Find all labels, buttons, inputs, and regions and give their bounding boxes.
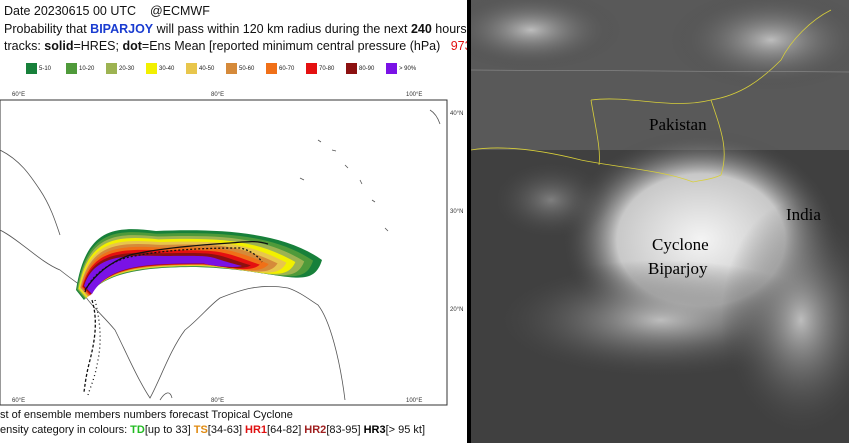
lon-label: 80°E <box>211 398 224 404</box>
legend-swatch <box>266 63 277 74</box>
legend-label: 60-70 <box>279 65 295 72</box>
text: will pass within 120 km radius during th… <box>156 22 408 36</box>
legend-swatch <box>346 63 357 74</box>
legend-item: > 90% <box>386 63 426 74</box>
legend-label: 70-80 <box>319 65 335 72</box>
legend-item: 40-50 <box>186 63 226 74</box>
country-label: Pakistan <box>649 115 707 134</box>
footer-segment: [up to 33] <box>144 424 191 436</box>
legend-item: 10-20 <box>66 63 106 74</box>
legend-label: 20-30 <box>119 65 135 72</box>
footer-segment: ensity category in colours: <box>0 424 128 436</box>
legend-swatch <box>306 63 317 74</box>
text: =Ens Mean [reported minimum central pres… <box>141 39 441 53</box>
legend: 5-10 10-20 20-30 30-40 40-50 50-60 60-70 70-80 8… <box>26 63 426 74</box>
legend-swatch <box>26 63 37 74</box>
swath-layer <box>84 255 242 294</box>
cyclone-label: Cyclone <box>652 235 709 254</box>
legend-label: 40-50 <box>199 65 215 72</box>
text: Probability that <box>4 22 87 36</box>
legend-swatch <box>106 63 117 74</box>
footer-line: ensity category in colours: TD[up to 33] T… <box>0 424 425 436</box>
legend-item: 20-30 <box>106 63 146 74</box>
cyclone-label: Biparjoy <box>648 259 708 278</box>
satellite-image <box>471 0 849 443</box>
map: 60°E 80°E 100°E 60°E 80°E 100°E 40°N 30°… <box>0 92 463 406</box>
pressure: 973 <box>450 39 467 53</box>
lon-label: 60°E <box>12 92 25 98</box>
footer-segment: TD <box>130 424 145 436</box>
lon-label: 60°E <box>12 398 25 404</box>
legend-label: 5-10 <box>39 65 52 72</box>
lon-label: 100°E <box>406 92 422 98</box>
lat-label: 20°N <box>450 307 463 313</box>
lon-label: 100°E <box>406 398 422 404</box>
text: tracks: <box>4 39 41 53</box>
footer-segment: HR2 <box>304 424 327 436</box>
legend-item: 60-70 <box>266 63 306 74</box>
legend-swatch <box>226 63 237 74</box>
legend-label: > 90% <box>399 65 417 72</box>
text: solid <box>44 39 74 53</box>
header-line: Date 20230615 00 UTC @ECMWF <box>4 4 210 18</box>
satellite-panel: Pakistan India Cyclone Biparjoy <box>471 0 849 443</box>
legend-label: 30-40 <box>159 65 175 72</box>
legend-item: 5-10 <box>26 63 66 74</box>
country-label: India <box>786 205 821 224</box>
footer-segment: HR3 <box>363 424 386 436</box>
text: dot <box>122 39 142 53</box>
axis-labels: 60°E 80°E 100°E 60°E 80°E 100°E 40°N 30°… <box>12 92 463 404</box>
footer-segment: TS <box>193 424 208 436</box>
footer-line: st of ensemble members numbers forecast … <box>0 409 293 421</box>
lat-label: 40°N <box>450 111 463 117</box>
legend-item: 30-40 <box>146 63 186 74</box>
storm-name: BIPARJOY <box>90 22 154 36</box>
hours: 240 <box>410 22 432 36</box>
legend-swatch <box>146 63 157 74</box>
tracks <box>83 240 269 396</box>
lon-label: 80°E <box>211 92 224 98</box>
legend-item: 80-90 <box>346 63 386 74</box>
source: @ECMWF <box>149 4 210 18</box>
lat-label: 30°N <box>450 209 463 215</box>
header-line: tracks: solid=HRES; dot=Ens Mean [report… <box>4 39 467 53</box>
text: hours <box>435 22 467 36</box>
legend-label: 80-90 <box>359 65 375 72</box>
forecast-panel: Date 20230615 00 UTC @ECMWF Probability … <box>0 0 467 443</box>
footer-segment: HR1 <box>245 424 268 436</box>
legend-label: 50-60 <box>239 65 255 72</box>
legend-swatch <box>186 63 197 74</box>
header-line: Probability that BIPARJOY will pass with… <box>4 22 467 36</box>
legend-label: 10-20 <box>79 65 95 72</box>
legend-item: 50-60 <box>226 63 266 74</box>
footer-segment: [64-82] <box>267 424 302 436</box>
legend-item: 70-80 <box>306 63 346 74</box>
footer-segment: [83-95] <box>326 424 361 436</box>
borders <box>471 9 849 183</box>
legend-swatch <box>66 63 77 74</box>
footer-segment: [> 95 kt] <box>385 424 426 436</box>
legend-swatch <box>386 63 397 74</box>
text: =HRES; <box>73 39 119 53</box>
footer-segment: [34-63] <box>207 424 243 436</box>
date: Date 20230615 00 UTC <box>4 4 137 18</box>
coastlines <box>0 109 441 401</box>
